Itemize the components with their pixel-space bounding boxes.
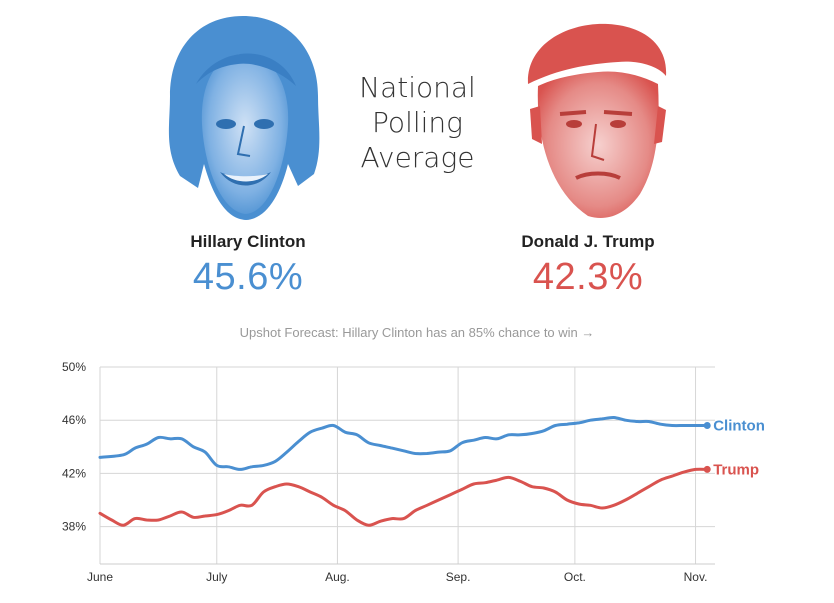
title-line: Average xyxy=(360,141,475,174)
series-endpoint-trump xyxy=(703,465,711,473)
y-tick-label: 46% xyxy=(62,413,86,427)
series-end-label-clinton: Clinton xyxy=(713,418,765,435)
forecast-link[interactable]: Upshot Forecast: Hillary Clinton has an … xyxy=(239,325,595,340)
series-end-label-trump: Trump xyxy=(713,461,759,478)
x-tick-label: Sep. xyxy=(446,570,471,584)
x-tick-label: Nov. xyxy=(684,570,708,584)
series-endpoint-clinton xyxy=(703,422,711,430)
chart-title: National Polling Average xyxy=(330,70,505,175)
x-tick-label: June xyxy=(87,570,113,584)
clinton-percentage: 45.6% xyxy=(192,256,304,298)
title-line: Polling xyxy=(372,106,463,139)
series-line-clinton xyxy=(98,415,709,471)
trump-portrait xyxy=(527,23,667,218)
trump-percentage: 42.3% xyxy=(532,256,644,298)
y-tick-label: 50% xyxy=(62,360,86,374)
clinton-summary: Hillary Clinton 45.6% xyxy=(128,232,368,299)
series-line-trump xyxy=(98,467,709,527)
y-tick-label: 42% xyxy=(62,466,86,480)
trump-summary: Donald J. Trump 42.3% xyxy=(468,232,708,299)
x-tick-label: July xyxy=(206,570,227,584)
trump-name: Donald J. Trump xyxy=(521,232,655,251)
x-tick-label: Aug. xyxy=(325,570,350,584)
clinton-name: Hillary Clinton xyxy=(190,232,306,251)
polling-line-chart: 50% 46% 42% 38% June July Aug. Sep. Oct. Nov. Clin… xyxy=(62,360,765,584)
y-tick-label: 38% xyxy=(62,520,86,534)
clinton-portrait xyxy=(168,16,320,220)
title-line: National xyxy=(359,71,476,104)
x-tick-label: Oct. xyxy=(564,570,586,584)
